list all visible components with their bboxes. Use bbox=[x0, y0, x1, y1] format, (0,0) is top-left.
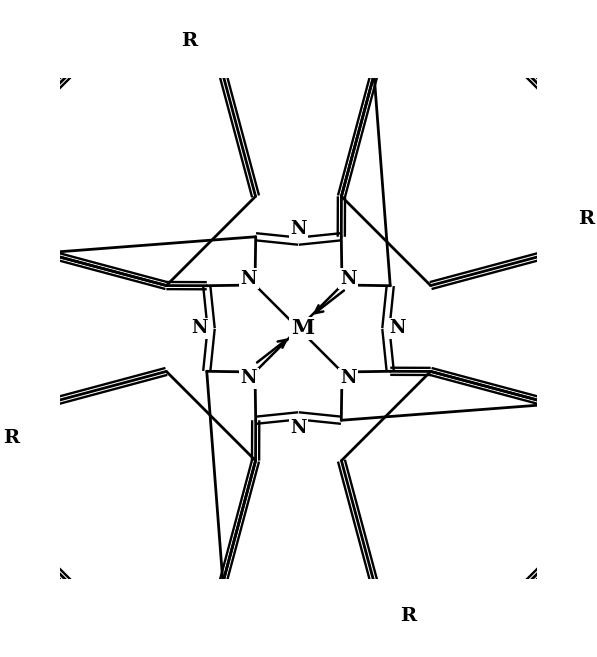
Text: N: N bbox=[241, 369, 257, 387]
Text: N: N bbox=[389, 319, 406, 338]
Text: N: N bbox=[191, 319, 208, 338]
Text: R: R bbox=[578, 210, 594, 228]
Text: N: N bbox=[290, 419, 307, 437]
Text: N: N bbox=[290, 220, 307, 238]
Text: R: R bbox=[181, 32, 197, 50]
Text: N: N bbox=[340, 270, 356, 288]
Text: R: R bbox=[3, 429, 19, 447]
Text: N: N bbox=[241, 270, 257, 288]
Text: M: M bbox=[291, 319, 314, 338]
Text: R: R bbox=[400, 607, 416, 625]
Text: N: N bbox=[340, 369, 356, 387]
